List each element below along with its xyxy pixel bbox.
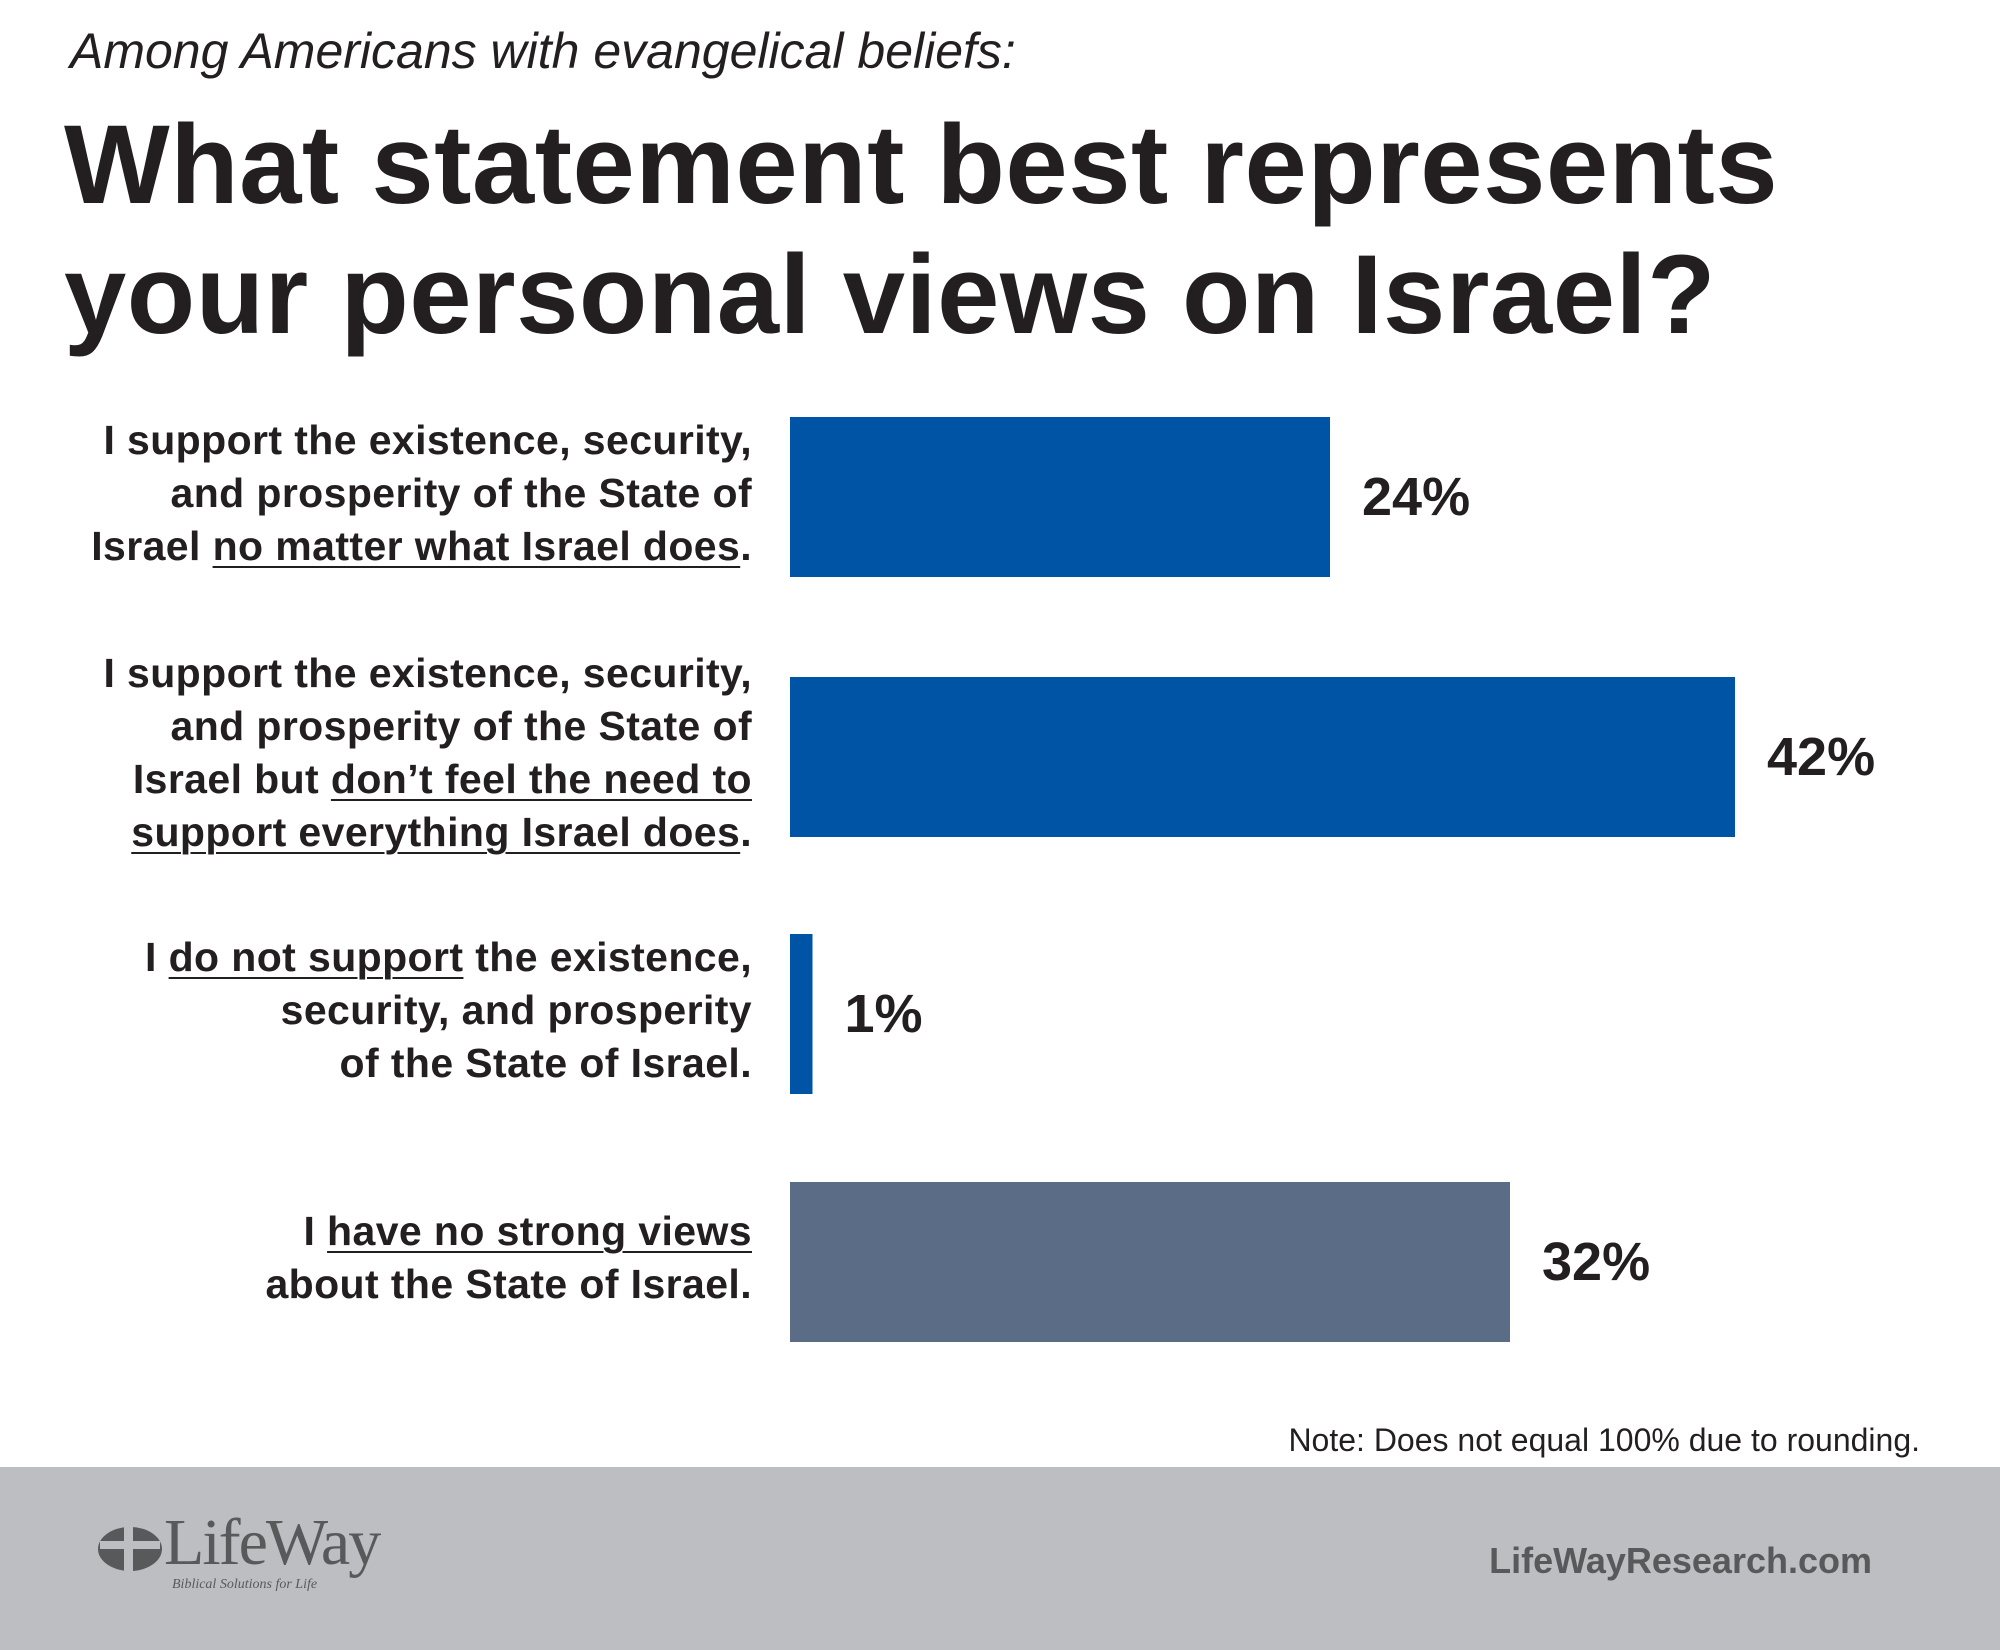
- category-label-line: Israel but don’t feel the need to: [132, 756, 752, 802]
- value-label-1: 24%: [1362, 467, 1470, 527]
- category-label-line: I support the existence, security,: [103, 650, 752, 696]
- bar-1: [790, 417, 1330, 577]
- rounding-note: Note: Does not equal 100% due to roundin…: [1288, 1422, 1920, 1458]
- category-label-1: I support the existence, security, and pr…: [32, 414, 752, 573]
- category-label-line: security, and prosperity: [280, 986, 752, 1033]
- category-label-2: I support the existence, security, and pr…: [32, 647, 752, 859]
- category-label-3: I do not support the existence, security,…: [32, 931, 752, 1090]
- bar-4: [790, 1182, 1510, 1342]
- value-label-2: 42%: [1767, 727, 1875, 787]
- website-link[interactable]: LifeWayResearch.com: [1489, 1540, 1872, 1581]
- category-label-4: I have no strong views about the State of…: [32, 1205, 752, 1311]
- category-label-line: I have no strong views: [303, 1208, 752, 1254]
- category-label-line: I support the existence, security,: [103, 416, 752, 463]
- category-label-line: support everything Israel does.: [131, 809, 752, 855]
- category-label-line: I do not support the existence,: [145, 933, 752, 980]
- footer-band: [0, 1467, 2000, 1650]
- value-label-4: 32%: [1542, 1232, 1650, 1292]
- bar-chart: 24% 42% 1% 32%: [790, 417, 1875, 1342]
- bar-3: [790, 934, 813, 1094]
- category-label-line: and prosperity of the State of: [170, 703, 752, 749]
- category-label-line: Israel no matter what Israel does.: [91, 522, 752, 569]
- category-label-line: and prosperity of the State of: [170, 469, 752, 516]
- logo-wordmark: LifeWay: [164, 1506, 381, 1579]
- cross-globe-icon: [98, 1523, 162, 1577]
- category-label-line: of the State of Israel.: [339, 1039, 752, 1086]
- chart-subtitle: Among Americans with evangelical beliefs…: [70, 23, 1016, 79]
- bar-2: [790, 677, 1735, 837]
- value-label-3: 1%: [845, 984, 923, 1044]
- lifeway-logo[interactable]: LifeWay Biblical Solutions for Life: [96, 1505, 396, 1595]
- category-label-line: about the State of Israel.: [265, 1261, 752, 1307]
- chart-title: What statement best represents your pers…: [64, 102, 1779, 357]
- logo-tagline: Biblical Solutions for Life: [172, 1577, 318, 1592]
